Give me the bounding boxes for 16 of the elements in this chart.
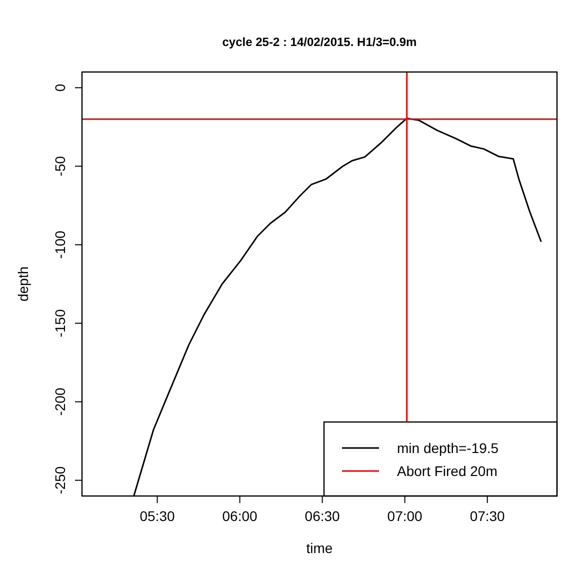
- chart-title: cycle 25-2 : 14/02/2015. H1/3=0.9m: [222, 35, 417, 49]
- legend-label: min depth=-19.5: [397, 440, 499, 456]
- y-axis-title: depth: [15, 266, 31, 302]
- x-tick-label: 06:00: [222, 508, 258, 524]
- x-tick-label: 07:30: [470, 508, 506, 524]
- y-tick-label: 0: [52, 84, 68, 92]
- y-tick-label: -100: [52, 230, 68, 259]
- y-tick-label: -200: [52, 388, 68, 416]
- x-tick-label: 06:30: [304, 508, 340, 524]
- x-tick-label: 05:30: [140, 508, 175, 524]
- x-axis-title: time: [306, 540, 333, 556]
- legend-label: Abort Fired 20m: [397, 462, 498, 479]
- y-tick-label: -150: [52, 309, 68, 338]
- y-tick-label: -250: [52, 466, 68, 494]
- y-tick-label: -50: [52, 156, 68, 176]
- x-tick-label: 07:00: [387, 508, 423, 524]
